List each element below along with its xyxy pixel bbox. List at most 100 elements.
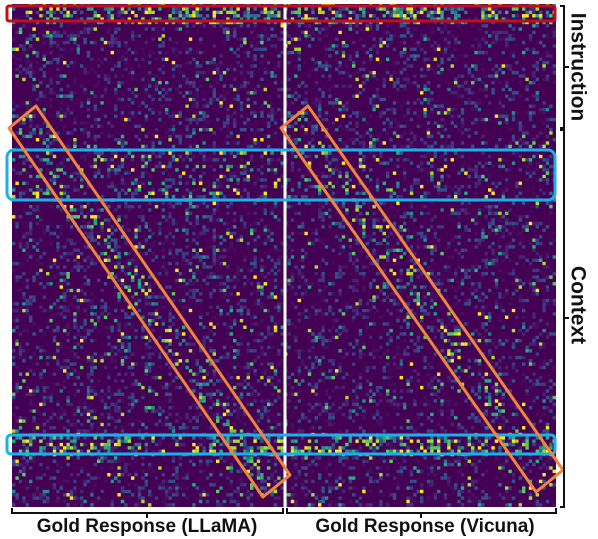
heatmap-cell — [386, 255, 390, 259]
heatmap-cell — [256, 235, 261, 239]
heatmap-cell-hot — [171, 7, 176, 11]
heatmap-cell — [151, 241, 155, 246]
heatmap-cell — [32, 238, 36, 242]
heatmap-cell — [151, 111, 155, 115]
heatmap-cell — [301, 30, 305, 35]
heatmap-cell-hot — [260, 34, 264, 38]
heatmap-cell-hot — [430, 17, 434, 21]
heatmap-cell — [212, 255, 216, 259]
heatmap-cell — [15, 171, 19, 175]
heatmap-cell — [277, 258, 281, 262]
heatmap-cell — [508, 64, 512, 68]
heatmap-cell — [117, 261, 121, 266]
heatmap-cell — [450, 91, 454, 95]
heatmap-cell — [148, 312, 152, 316]
heatmap-cell — [409, 245, 414, 249]
heatmap-cell — [392, 298, 397, 303]
heatmap-cell — [83, 30, 87, 35]
heatmap-cell — [151, 27, 155, 31]
heatmap-cell — [216, 64, 220, 68]
heatmap-cell — [114, 238, 118, 242]
heatmap-cell — [447, 44, 451, 48]
heatmap-cell-hot — [426, 292, 431, 296]
heatmap-cell — [171, 278, 176, 283]
heatmap-cell — [144, 312, 148, 316]
heatmap-cell — [195, 195, 199, 199]
heatmap-cell — [202, 195, 206, 199]
heatmap-cell — [426, 268, 431, 273]
heatmap-cell — [80, 251, 84, 256]
heatmap-cell — [216, 268, 220, 273]
heatmap-cell — [508, 208, 512, 212]
heatmap-cell — [219, 71, 223, 75]
heatmap-cell — [457, 208, 461, 212]
heatmap-cell — [107, 255, 111, 259]
heatmap-cell — [154, 191, 159, 195]
heatmap-cell — [392, 107, 397, 112]
heatmap-cell — [430, 218, 434, 222]
heatmap-cell — [345, 168, 349, 172]
heatmap-cell — [151, 312, 155, 316]
heatmap-cell-hot — [39, 131, 43, 135]
heatmap-cell — [477, 265, 482, 269]
heatmap-cell — [188, 61, 193, 65]
heatmap-cell — [396, 121, 400, 125]
heatmap-cell-hot — [35, 248, 40, 252]
heatmap-cell — [263, 67, 267, 72]
heatmap-cell-hot — [409, 265, 414, 269]
heatmap-cell-hot — [273, 201, 278, 206]
heatmap-cell — [437, 188, 441, 192]
heatmap-cell — [229, 101, 233, 105]
heatmap-cell — [498, 141, 502, 145]
heatmap-cell-hot — [430, 305, 434, 309]
heatmap-cell — [219, 61, 223, 65]
heatmap-cell — [477, 101, 482, 105]
heatmap-cell — [430, 164, 434, 169]
heatmap-cell — [151, 258, 155, 262]
heatmap-cell-hot — [484, 235, 488, 239]
heatmap-cell — [307, 154, 312, 159]
heatmap-cell — [49, 40, 53, 45]
heatmap-cell — [76, 201, 80, 206]
heatmap-cell — [29, 121, 33, 125]
heatmap-cell — [301, 275, 305, 279]
heatmap-cell — [488, 208, 492, 212]
heatmap-cell-hot — [127, 305, 131, 309]
heatmap-cell — [488, 231, 492, 236]
heatmap-cell-hot — [539, 17, 543, 21]
heatmap-cell — [73, 251, 77, 256]
heatmap-cell — [25, 305, 29, 309]
heatmap-cell-hot — [80, 298, 84, 303]
heatmap-cell — [42, 40, 46, 45]
heatmap-cell — [69, 97, 74, 102]
heatmap-cell — [324, 114, 329, 118]
heatmap-cell — [39, 134, 43, 139]
heatmap-cell-hot — [522, 50, 526, 55]
heatmap-cell-hot — [372, 238, 376, 242]
heatmap-cell — [253, 141, 257, 145]
heatmap-cell — [110, 151, 114, 155]
heatmap-cell — [83, 40, 87, 45]
heatmap-cell — [386, 24, 390, 28]
heatmap-cell — [392, 27, 397, 31]
heatmap-cell — [287, 77, 291, 82]
heatmap-cell — [457, 251, 461, 256]
heatmap-cell — [185, 134, 189, 139]
heatmap-cell — [195, 278, 199, 283]
heatmap-cell — [216, 181, 220, 185]
heatmap-cell — [430, 27, 434, 31]
heatmap-cell — [331, 47, 335, 51]
heatmap-cell — [192, 188, 196, 192]
heatmap-cell — [433, 71, 437, 75]
heatmap-cell — [450, 238, 454, 242]
heatmap-cell — [505, 124, 509, 128]
heatmap-cell-hot — [426, 272, 431, 276]
heatmap-cell — [56, 81, 60, 85]
heatmap-cell-hot — [494, 114, 499, 118]
heatmap-cell — [498, 292, 502, 296]
heatmap-cell — [236, 238, 240, 242]
heatmap-cell — [158, 111, 162, 115]
heatmap-cell-hot — [100, 101, 104, 105]
heatmap-cell — [32, 178, 36, 182]
heatmap-cell — [447, 111, 451, 115]
